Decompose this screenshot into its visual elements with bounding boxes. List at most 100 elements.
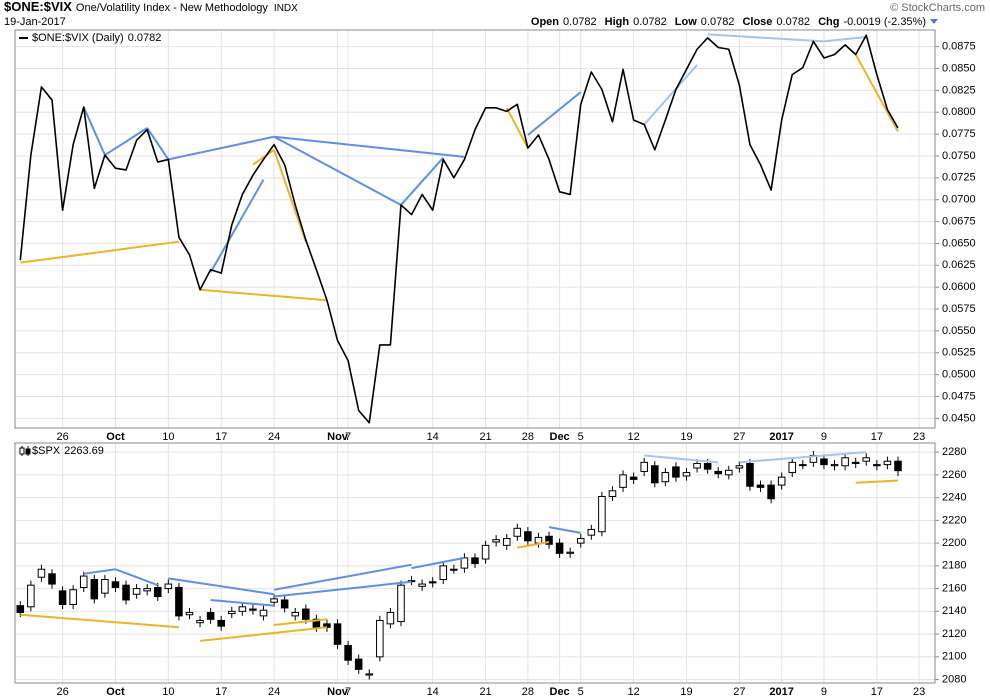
exchange: INDX [274,3,298,14]
legend-value: 2263.69 [64,445,104,457]
candle-body [735,465,744,469]
x-tick-label: Nov [327,431,349,443]
trendline [199,288,328,302]
y-tick-label: 0.0675 [942,215,976,227]
x-tick-label: Oct [106,686,125,698]
candle-body [153,586,162,598]
candle-body [820,458,828,466]
y-tick-label: 0.0850 [942,62,976,74]
x-tick-label: Dec [550,431,570,443]
candle-body [16,605,25,613]
candle-body [894,460,902,472]
x-tick-label: 10 [162,686,174,698]
candle-body [397,584,405,623]
trendline [823,36,867,43]
legend-value: 0.0782 [128,32,162,44]
candle-body [672,466,680,478]
x-tick-label: 2017 [769,431,793,443]
trendline [643,64,698,126]
candle-body [830,464,839,467]
candle-body [682,472,691,477]
y-tick-label: 0.0875 [942,41,976,53]
trendline [168,577,275,596]
x-tick-label: 21 [479,686,491,698]
x-tick-label: 7 [345,431,351,443]
candle-body [164,583,173,590]
x-tick-label: 24 [268,686,280,698]
trendline [82,106,106,156]
x-tick-label: 19 [680,431,692,443]
x-tick-label: 7 [345,686,351,698]
candle-body [619,474,627,488]
candle-body [566,551,574,554]
trendline [411,556,465,570]
y-tick-label: 0.0825 [942,84,976,96]
trendline [739,451,867,464]
candle-body [598,495,606,533]
header-title: $ONE:$VIX One/Volatility Index - New Meth… [4,0,298,14]
x-tick-label: 14 [427,686,439,698]
y-tick-label: 0.0775 [942,128,976,140]
candle-body [883,460,892,466]
x-tick-label: 14 [427,431,439,443]
candle-body [196,619,204,624]
candle-body [555,542,564,554]
trendline [104,127,148,156]
candle-body [111,581,120,588]
candle-body [291,611,300,617]
candle-body [132,588,141,595]
x-tick-label: 17 [871,686,883,698]
trendline [273,135,465,158]
symbol: $ONE:$VIX [4,0,72,14]
trendline [20,240,180,264]
candle-body [48,573,56,585]
candle-body [502,538,511,546]
candle-body [629,476,638,480]
y-tick-label: 0.0700 [942,194,976,206]
trendline [273,618,328,626]
x-tick-label: 9 [821,431,827,443]
y-tick-label: 2100 [942,651,966,663]
candle-body [185,611,194,616]
candle-body [650,465,659,484]
quote-label: Close [742,16,772,28]
candle-body [58,590,67,606]
quote-label: Open [531,16,559,28]
x-tick-label: 26 [56,431,68,443]
candle-body [365,673,374,676]
x-tick-label: 17 [871,431,883,443]
candle-body [714,470,722,475]
x-tick-label: 24 [268,431,280,443]
x-tick-label: Oct [106,431,125,443]
x-tick-label: 23 [913,431,925,443]
x-tick-label: 21 [479,431,491,443]
quote-line: Open 0.0782 High 0.0782 Low 0.0782 Close 0.0782… [531,16,926,28]
legend-entry: $ONE:$VIX (Daily) 0.0782 [32,32,161,44]
candle-body [725,469,733,476]
trendline [273,580,412,598]
trendline [252,149,275,166]
x-tick-label: 9 [821,686,827,698]
x-tick-label: 28 [522,431,534,443]
trendline [210,598,275,607]
x-tick-label: 27 [733,431,745,443]
legend-entry: $SPX 2263.69 [32,445,104,457]
y-tick-label: 0.0625 [942,259,976,271]
quote-value: 0.0782 [563,16,597,28]
dropdown-arrow[interactable] [930,19,938,24]
candle-body [323,623,331,628]
candle-body [69,589,77,606]
trendline [115,568,159,587]
y-tick-label: 0.0550 [942,325,976,337]
candle-body [344,644,352,661]
trendline [527,91,582,136]
trendline [855,479,899,484]
x-tick-label: 12 [627,431,639,443]
credit: © StockCharts.com [890,2,985,14]
candle-body [481,544,490,560]
legend-swatch [19,447,25,455]
candle-body [777,476,786,486]
trendline [83,568,116,575]
